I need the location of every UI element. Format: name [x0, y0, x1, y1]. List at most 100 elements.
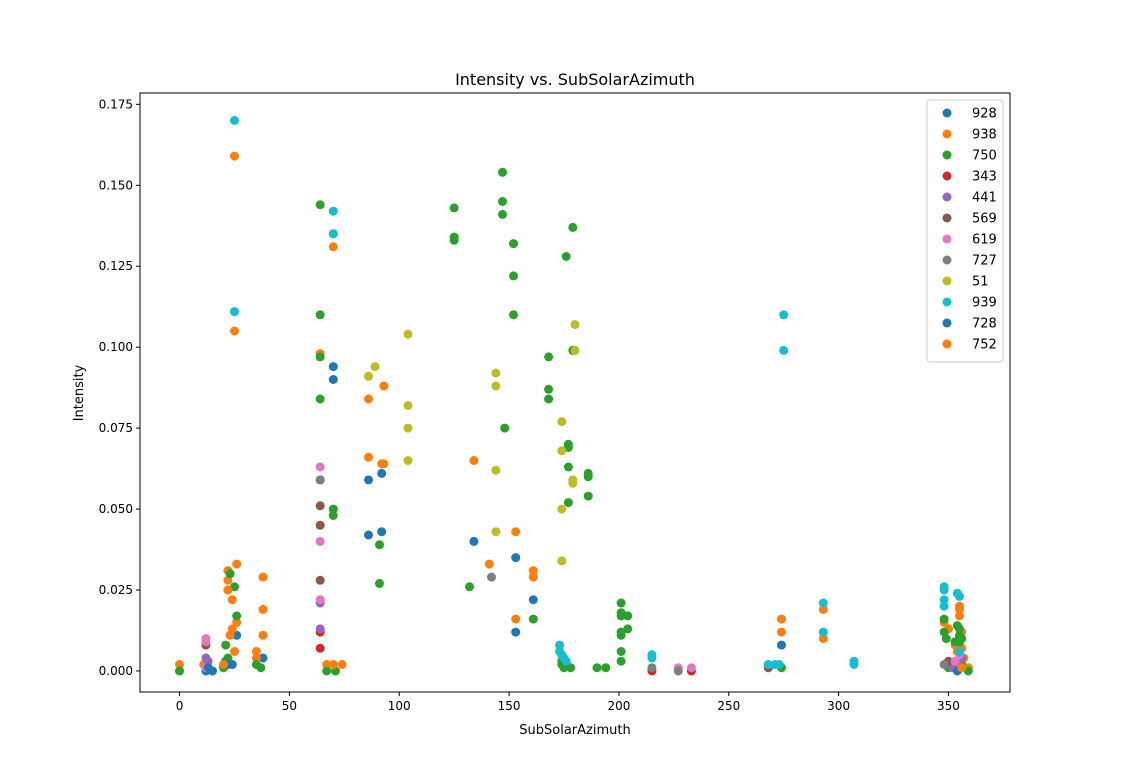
data-point — [315, 352, 325, 362]
data-point — [364, 371, 373, 381]
data-point — [315, 595, 325, 605]
legend-marker — [942, 213, 952, 223]
data-point — [375, 579, 384, 588]
data-point — [561, 252, 571, 261]
data-point — [203, 663, 213, 673]
data-point — [511, 527, 521, 537]
data-point — [528, 566, 538, 576]
x-tick-label: 50 — [282, 699, 297, 713]
data-point — [221, 640, 231, 650]
data-point — [484, 559, 494, 569]
data-point — [818, 604, 828, 614]
data-point — [328, 660, 338, 669]
legend-label: 727 — [972, 254, 997, 269]
x-axis-title: SubSolarAzimuth — [519, 723, 630, 738]
data-point — [511, 614, 521, 624]
legend-marker — [942, 318, 952, 328]
data-point — [230, 307, 239, 317]
data-point — [315, 536, 325, 546]
data-point — [469, 536, 479, 546]
y-tick-label: 0.075 — [99, 421, 133, 435]
y-tick-label: 0.175 — [99, 97, 133, 111]
data-point — [337, 660, 347, 669]
data-point — [377, 527, 387, 537]
data-point — [232, 611, 242, 621]
legend-box — [926, 99, 1004, 363]
data-point — [528, 572, 538, 582]
data-point — [616, 611, 626, 621]
data-point — [315, 310, 325, 320]
chart-title: Intensity vs. SubSolarAzimuth — [455, 70, 695, 89]
points-layer — [175, 116, 973, 676]
data-point — [377, 468, 387, 478]
legend-marker — [942, 192, 952, 202]
data-point — [763, 660, 773, 669]
data-point — [403, 329, 413, 339]
y-tick-label: 0.025 — [99, 583, 133, 597]
data-point — [258, 604, 268, 614]
data-point — [375, 540, 384, 550]
data-point — [774, 660, 784, 669]
data-point — [500, 423, 510, 433]
data-point — [201, 637, 211, 647]
data-point — [528, 595, 538, 605]
data-point — [570, 320, 580, 329]
data-point — [370, 362, 380, 372]
data-point — [223, 653, 233, 663]
data-point — [818, 627, 828, 637]
x-tick-label: 0 — [176, 699, 184, 713]
data-point — [557, 504, 567, 514]
data-point — [465, 582, 474, 592]
data-point — [511, 553, 521, 563]
y-tick-label: 0.100 — [99, 340, 133, 354]
series-51 — [364, 320, 580, 566]
legend-label: 750 — [972, 149, 997, 164]
data-point — [957, 634, 967, 644]
legend-label: 619 — [972, 233, 997, 248]
data-point — [227, 595, 237, 605]
data-point — [328, 206, 338, 216]
data-point — [955, 647, 964, 656]
data-point — [616, 598, 626, 608]
data-point — [939, 660, 949, 669]
data-point — [364, 530, 373, 540]
legend-label: 343 — [972, 170, 997, 185]
legend: 928 938 750 343 441 569 619 727 51 939 728 752 — [926, 99, 1004, 363]
data-point — [364, 452, 373, 462]
data-point — [957, 663, 967, 673]
data-point — [557, 417, 567, 427]
data-point — [232, 559, 242, 569]
legend-marker — [942, 276, 952, 286]
data-point — [950, 656, 960, 666]
data-point — [491, 368, 501, 378]
data-point — [616, 656, 626, 666]
legend-marker — [942, 171, 952, 181]
data-point — [616, 630, 626, 640]
x-tick-label: 350 — [937, 699, 960, 713]
data-point — [491, 465, 501, 475]
data-point — [258, 630, 268, 640]
data-point — [647, 653, 657, 663]
series-750 — [175, 167, 973, 676]
x-tick-label: 200 — [607, 699, 630, 713]
data-point — [557, 556, 567, 566]
data-point — [315, 462, 325, 472]
legend-marker — [942, 108, 952, 118]
y-tick-label: 0.150 — [99, 178, 133, 192]
data-point — [230, 151, 239, 161]
data-point — [673, 666, 683, 676]
data-point — [328, 362, 338, 372]
data-point — [498, 209, 507, 219]
data-point — [315, 394, 325, 404]
legend-marker — [942, 234, 952, 244]
data-point — [230, 116, 239, 125]
data-point — [379, 459, 389, 469]
data-point — [561, 656, 571, 666]
data-point — [939, 601, 949, 611]
data-point — [315, 501, 325, 511]
data-point — [328, 229, 338, 239]
x-tick-label: 100 — [388, 699, 411, 713]
data-point — [623, 624, 633, 634]
